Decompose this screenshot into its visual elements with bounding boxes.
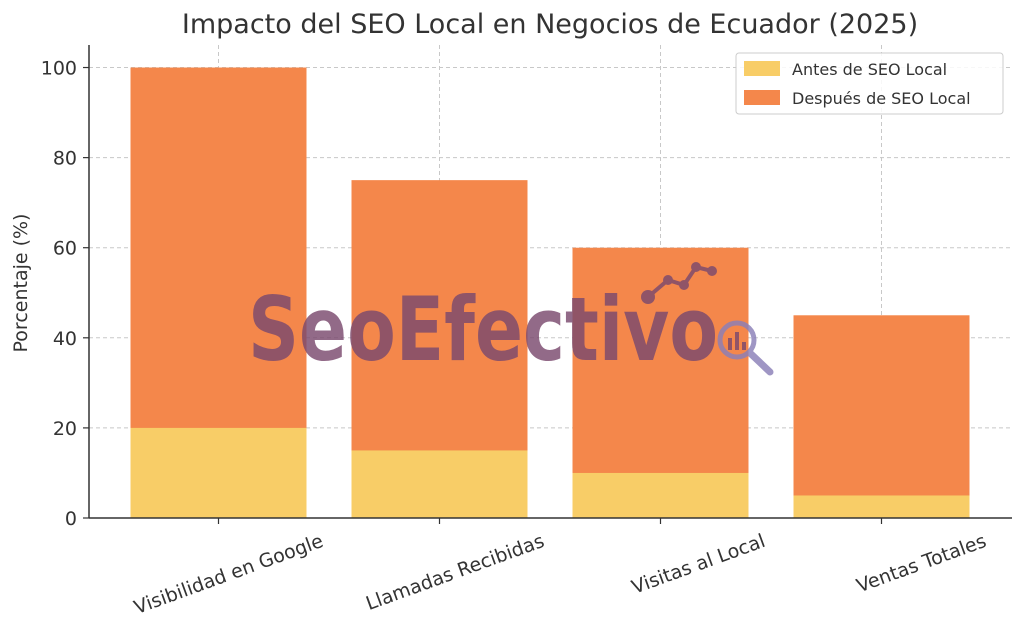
legend-box <box>735 52 1004 115</box>
x-axis-ticks: Visibilidad en Google Llamadas Recibidas V… <box>131 518 989 619</box>
legend-swatch-antes <box>744 61 780 76</box>
chart-title: Impacto del SEO Local en Negocios de Ecu… <box>182 9 918 40</box>
watermark-text: SeoEfectivo <box>248 278 718 381</box>
bar-antes-3 <box>793 495 970 518</box>
bars <box>88 45 1012 519</box>
y-axis-label: Porcentaje (%) <box>10 214 32 353</box>
y-axis-ticks: 0 20 40 60 80 100 <box>41 58 89 530</box>
y-tick-label: 40 <box>53 328 77 350</box>
bar-antes-0 <box>130 427 307 518</box>
watermark-logo: SeoEfectivo <box>248 262 774 381</box>
bar-despues-3 <box>793 315 970 518</box>
x-tick-label: Ventas Totales <box>854 530 990 597</box>
x-tick-label: Visitas al Local <box>629 530 768 599</box>
magnifier-icon <box>717 320 757 360</box>
bar-despues-2 <box>572 247 749 518</box>
y-tick-label: 80 <box>53 148 77 170</box>
x-tick-label: Visibilidad en Google <box>131 530 326 619</box>
x-tick-label: Llamadas Recibidas <box>363 530 547 615</box>
legend-label-antes: Antes de SEO Local <box>792 60 947 79</box>
bar-antes-1 <box>351 450 528 518</box>
y-tick-label: 0 <box>65 508 77 530</box>
legend-swatch-despues <box>744 90 780 105</box>
y-tick-label: 20 <box>53 418 77 440</box>
legend-label-despues: Después de SEO Local <box>792 89 971 108</box>
bar-antes-2 <box>572 472 749 518</box>
y-tick-label: 100 <box>41 58 77 80</box>
legend: Antes de SEO Local Después de SEO Local <box>735 52 1004 115</box>
y-tick-label: 60 <box>53 238 77 260</box>
